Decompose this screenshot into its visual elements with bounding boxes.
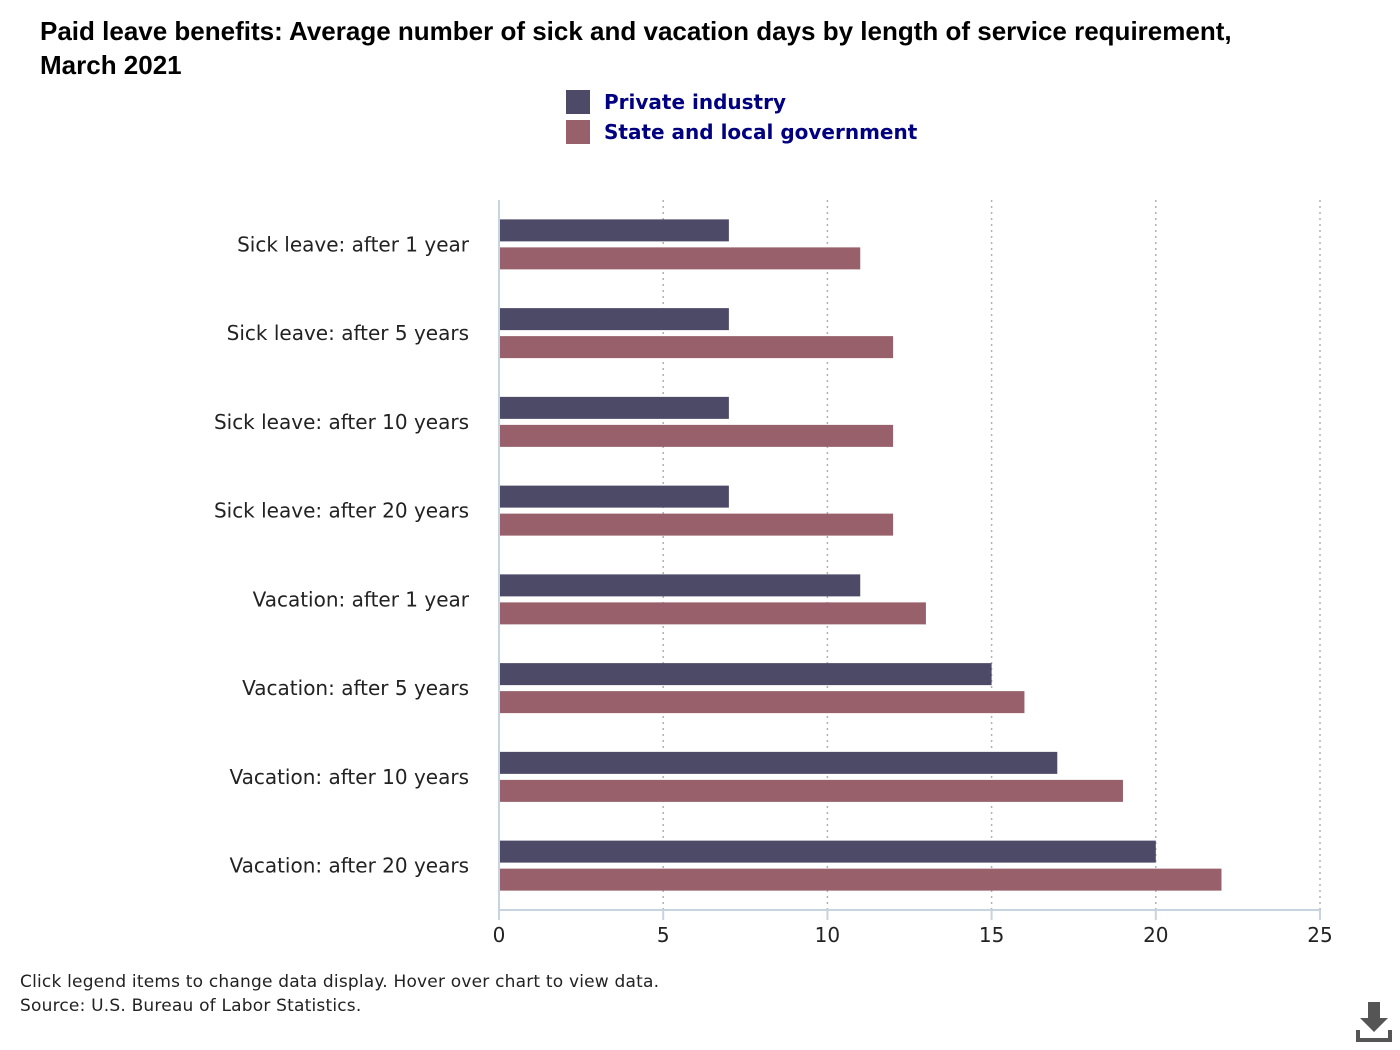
x-tick-label-10: 10: [815, 923, 840, 947]
bar-state-local-government-7[interactable]: Vacation: after 20 years — State and loc…: [500, 868, 1222, 891]
x-tick-label-0: 0: [493, 923, 506, 947]
category-label-6: Vacation: after 10 years: [229, 765, 469, 789]
legend-label-private-industry: Private industry: [604, 90, 787, 114]
x-tick-label-5: 5: [657, 923, 670, 947]
x-tick-label-20: 20: [1143, 923, 1168, 947]
category-label-5: Vacation: after 5 years: [242, 676, 469, 700]
legend-item-state-local-government[interactable]: State and local government: [566, 120, 917, 144]
bar-private-industry-1[interactable]: Sick leave: after 5 years — Private indu…: [500, 308, 729, 331]
legend-swatch-state-local-government: [566, 120, 590, 144]
chart-source: Source: U.S. Bureau of Labor Statistics.: [20, 996, 362, 1016]
bar-private-industry-7[interactable]: Vacation: after 20 years — Private indus…: [500, 840, 1156, 863]
legend-label-state-local-government: State and local government: [604, 120, 918, 144]
bar-state-local-government-0[interactable]: Sick leave: after 1 year — State and loc…: [500, 247, 861, 270]
bar-state-local-government-4[interactable]: Vacation: after 1 year — State and local…: [500, 602, 926, 625]
bar-private-industry-5[interactable]: Vacation: after 5 years — Private indust…: [500, 663, 992, 686]
bar-private-industry-0[interactable]: Sick leave: after 1 year — Private indus…: [500, 219, 729, 242]
chart-instructions: Click legend items to change data displa…: [20, 972, 660, 992]
bar-state-local-government-3[interactable]: Sick leave: after 20 years — State and l…: [500, 513, 894, 536]
category-label-4: Vacation: after 1 year: [253, 587, 470, 611]
bar-state-local-government-5[interactable]: Vacation: after 5 years — State and loca…: [500, 691, 1025, 714]
x-tick-label-15: 15: [979, 923, 1004, 947]
x-tick-label-25: 25: [1307, 923, 1332, 947]
bar-private-industry-3[interactable]: Sick leave: after 20 years — Private ind…: [500, 485, 729, 508]
bar-state-local-government-6[interactable]: Vacation: after 10 years — State and loc…: [500, 779, 1123, 802]
category-label-7: Vacation: after 20 years: [229, 854, 469, 878]
category-label-2: Sick leave: after 10 years: [214, 410, 469, 434]
bar-state-local-government-2[interactable]: Sick leave: after 10 years — State and l…: [500, 424, 894, 447]
category-label-0: Sick leave: after 1 year: [237, 232, 470, 256]
legend-item-private-industry[interactable]: Private industry: [566, 90, 786, 114]
bar-private-industry-4[interactable]: Vacation: after 1 year — Private industr…: [500, 574, 861, 597]
bar-state-local-government-1[interactable]: Sick leave: after 5 years — State and lo…: [500, 336, 894, 359]
category-label-3: Sick leave: after 20 years: [214, 499, 469, 523]
bar-private-industry-6[interactable]: Vacation: after 10 years — Private indus…: [500, 751, 1058, 774]
download-icon[interactable]: [1354, 1000, 1394, 1044]
bar-private-industry-2[interactable]: Sick leave: after 10 years — Private ind…: [500, 396, 729, 419]
chart-title: Paid leave benefits: Average number of s…: [40, 16, 1232, 80]
bar-chart[interactable]: Sick leave: after 1 year — Private indus…: [0, 0, 1400, 970]
legend-swatch-private-industry: [566, 90, 590, 114]
category-label-1: Sick leave: after 5 years: [227, 321, 469, 345]
